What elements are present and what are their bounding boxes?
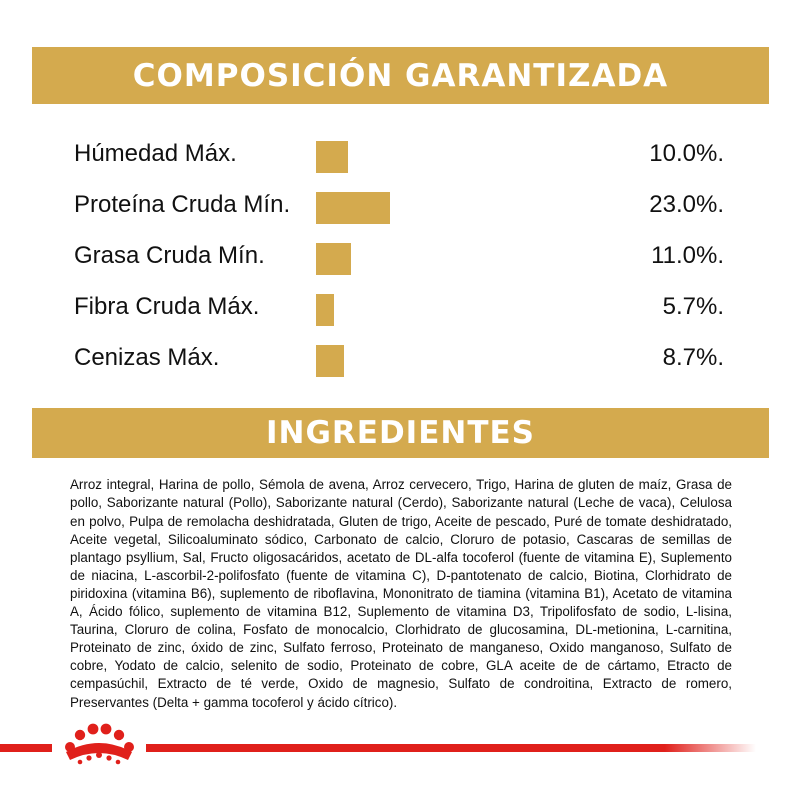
footer-red-line-left xyxy=(0,744,52,752)
composition-table: Húmedad Máx. 10.0%. Proteína Cruda Mín. … xyxy=(74,132,724,387)
composition-banner: COMPOSICIÓN GARANTIZADA xyxy=(32,47,769,104)
composition-row: Húmedad Máx. 10.0%. xyxy=(74,132,724,183)
ingredients-banner: INGREDIENTES xyxy=(32,408,769,458)
nutrient-value: 8.7%. xyxy=(662,344,724,371)
nutrient-value: 23.0%. xyxy=(649,191,724,218)
composition-row: Proteína Cruda Mín. 23.0%. xyxy=(74,183,724,234)
royal-canin-crown-icon xyxy=(65,723,134,765)
nutrient-label: Proteína Cruda Mín. xyxy=(74,191,291,218)
ingredients-text: Arroz integral, Harina de pollo, Sémola … xyxy=(70,477,732,710)
composition-row: Cenizas Máx. 8.7%. xyxy=(74,336,724,387)
nutrient-bar xyxy=(316,243,351,275)
nutrient-bar xyxy=(316,192,390,224)
nutrient-value: 10.0%. xyxy=(649,140,724,167)
nutrient-label: Cenizas Máx. xyxy=(74,344,220,371)
nutrient-bar xyxy=(316,141,348,173)
composition-row: Grasa Cruda Mín. 11.0%. xyxy=(74,234,724,285)
nutrient-label: Fibra Cruda Máx. xyxy=(74,293,260,320)
nutrient-value: 11.0%. xyxy=(651,242,724,269)
nutrient-bar xyxy=(316,345,344,377)
composition-row: Fibra Cruda Máx. 5.7%. xyxy=(74,285,724,336)
nutrient-bar xyxy=(316,294,334,326)
nutrient-label: Grasa Cruda Mín. xyxy=(74,242,265,269)
nutrient-value: 5.7%. xyxy=(662,293,724,320)
nutrient-label: Húmedad Máx. xyxy=(74,140,237,167)
composition-title: COMPOSICIÓN GARANTIZADA xyxy=(132,57,669,94)
footer-red-line-right xyxy=(146,744,756,752)
ingredients-title: INGREDIENTES xyxy=(265,415,535,451)
